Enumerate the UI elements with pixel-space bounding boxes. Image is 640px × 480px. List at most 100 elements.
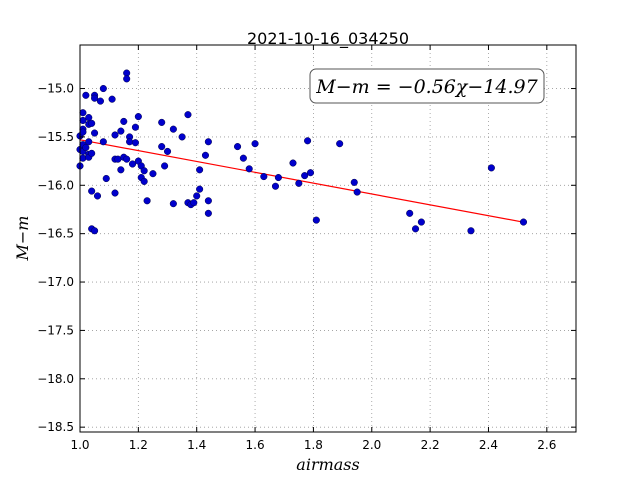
data-point: [99, 138, 107, 146]
fit-equation: M−m = −0.56χ−14.97: [315, 76, 538, 98]
data-point: [140, 177, 148, 185]
data-point: [196, 185, 204, 193]
data-point: [271, 182, 280, 190]
data-point: [111, 131, 119, 139]
data-point: [301, 172, 309, 180]
data-point: [201, 151, 210, 159]
data-point: [88, 119, 96, 127]
y-tick-label: −18.0: [37, 372, 74, 386]
data-point: [204, 197, 212, 205]
data-point: [336, 140, 344, 148]
data-point: [234, 143, 242, 151]
data-point: [88, 149, 96, 157]
data-point: [82, 144, 90, 152]
data-point: [274, 173, 282, 182]
data-point: [406, 209, 414, 217]
data-point: [123, 75, 131, 83]
x-tick-label: 1.4: [187, 438, 206, 452]
fit-line: [79, 139, 524, 223]
y-tick-label: −17.0: [37, 275, 74, 289]
x-tick-label: 1.2: [129, 438, 148, 452]
data-point: [88, 187, 96, 195]
data-point: [91, 129, 99, 137]
x-tick-label: 2.6: [537, 438, 556, 452]
data-point: [79, 116, 87, 125]
data-point: [306, 169, 315, 177]
y-tick-label: −17.5: [37, 323, 74, 337]
data-point: [467, 227, 475, 235]
data-point: [158, 143, 166, 151]
data-point: [295, 179, 303, 187]
x-axis-label: airmass: [296, 455, 359, 474]
data-point: [131, 123, 139, 131]
data-point: [79, 154, 87, 162]
y-tick-label: −16.5: [37, 227, 74, 241]
data-point: [353, 188, 361, 196]
data-point: [79, 128, 87, 136]
data-point: [85, 138, 93, 146]
data-point: [304, 137, 312, 145]
y-tick-label: −15.5: [37, 130, 74, 144]
data-point: [117, 166, 125, 174]
data-point: [204, 138, 212, 146]
data-point: [79, 109, 87, 117]
data-point: [190, 199, 198, 207]
x-tick-label: 1.0: [70, 438, 89, 452]
data-point: [163, 147, 172, 155]
y-tick-label: −15.0: [37, 82, 74, 96]
data-point: [239, 154, 247, 162]
y-tick-label: −18.5: [37, 420, 74, 434]
data-point: [158, 118, 166, 126]
data-point: [169, 200, 177, 208]
fit-annotation: M−m = −0.56χ−14.97: [309, 68, 545, 104]
data-point: [140, 167, 148, 175]
data-point: [245, 165, 253, 173]
data-point: [120, 117, 128, 125]
data-point: [108, 95, 116, 103]
data-point: [102, 174, 110, 183]
data-point: [82, 91, 90, 99]
data-point: [251, 140, 259, 148]
data-point: [193, 192, 201, 200]
data-point: [93, 192, 102, 200]
fit-line-group: [79, 139, 524, 223]
data-point: [312, 216, 320, 224]
data-point: [196, 166, 204, 174]
data-point: [128, 160, 137, 168]
data-point: [289, 159, 297, 167]
data-point: [169, 125, 177, 133]
y-tick-label: −16.0: [37, 178, 74, 192]
x-tick-label: 2.2: [421, 438, 440, 452]
data-point: [204, 209, 212, 217]
data-point: [178, 133, 186, 141]
data-point: [184, 111, 192, 119]
data-point: [117, 127, 125, 135]
data-points: [76, 69, 528, 235]
data-point: [131, 139, 139, 147]
x-tick-label: 1.8: [304, 438, 323, 452]
x-tick-label: 2.0: [362, 438, 381, 452]
data-point: [143, 197, 151, 205]
plot-frame: [79, 44, 577, 433]
data-point: [91, 227, 99, 235]
y-axis-label: M−m: [13, 216, 32, 262]
axis-ticks: 1.0 1.2 1.4 1.6 1.8 2.0 2.2 2.4 2.6 −15.0 −15.5 −16…: [37, 45, 576, 452]
data-point: [91, 94, 99, 102]
data-point: [96, 97, 104, 105]
data-point: [411, 225, 420, 233]
data-point: [99, 84, 107, 93]
annotation-box: [309, 68, 545, 104]
data-point: [417, 218, 425, 226]
data-point: [519, 218, 528, 226]
chart-title: 2021-10-16_034250: [247, 29, 409, 49]
x-tick-label: 1.6: [246, 438, 265, 452]
data-point: [149, 170, 157, 178]
data-point: [260, 173, 268, 181]
data-point: [350, 178, 358, 186]
data-point: [111, 189, 119, 197]
x-tick-label: 2.4: [479, 438, 498, 452]
data-point: [126, 138, 134, 146]
data-point: [161, 162, 169, 170]
data-point: [123, 155, 131, 163]
